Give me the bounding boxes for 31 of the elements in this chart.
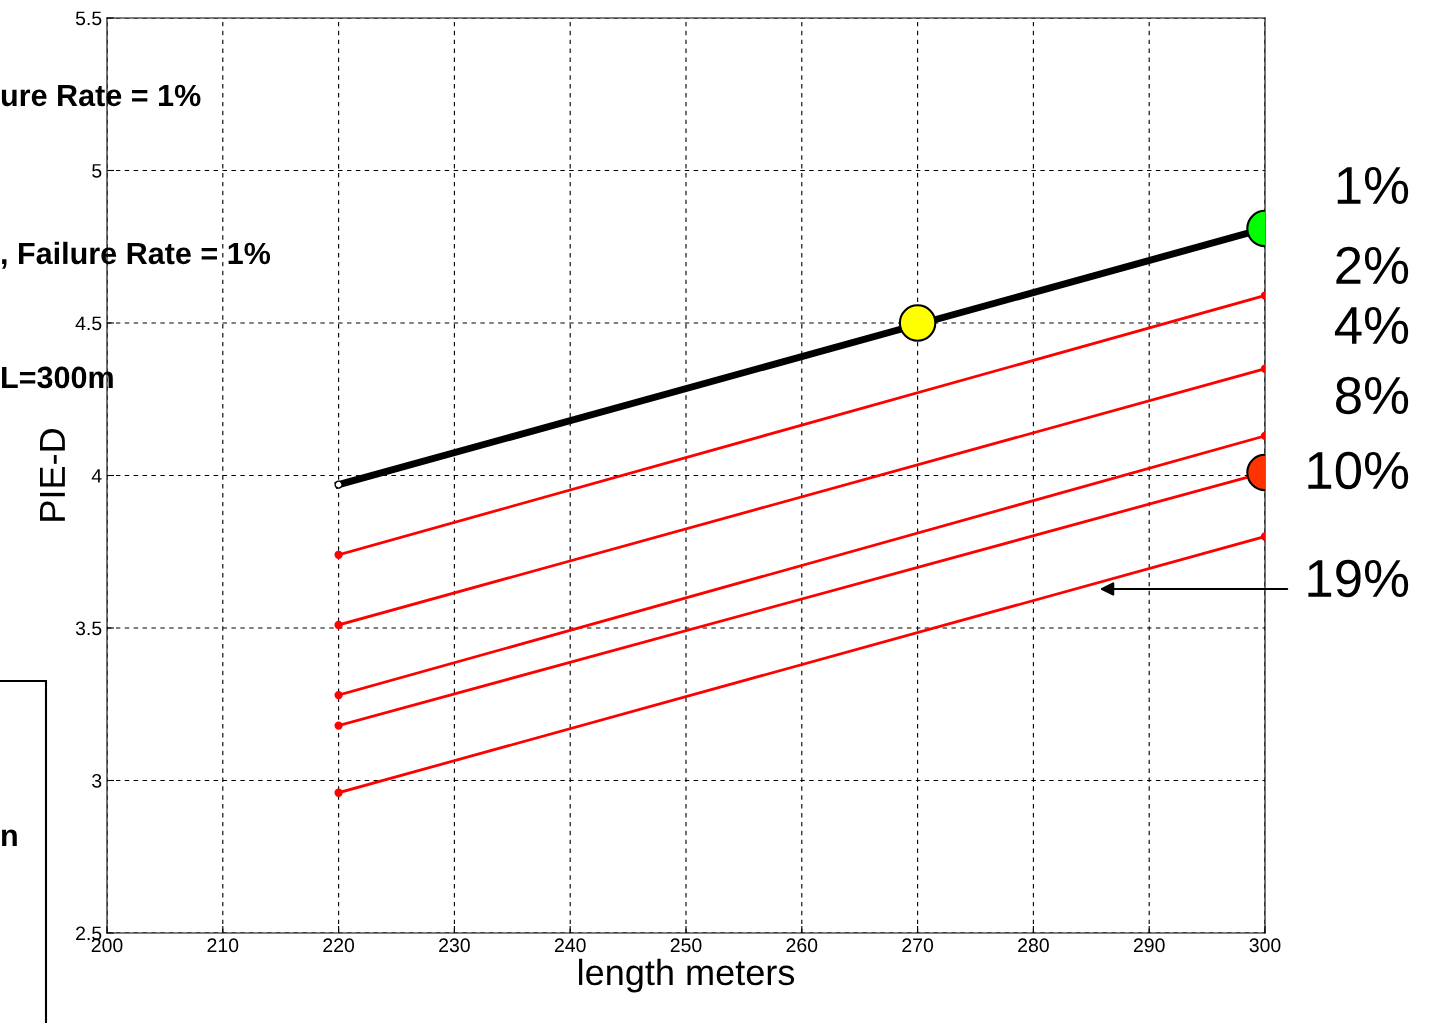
y-tick-label: 3.5 <box>75 621 102 636</box>
y-tick-label: 3 <box>92 773 102 788</box>
point <box>334 480 343 489</box>
text: n <box>2 829 17 846</box>
point <box>334 690 343 700</box>
y-tick-label: 5.5 <box>75 11 102 26</box>
x-tick-label: 220 <box>323 938 355 953</box>
y-axis-title: PIE-D <box>40 429 65 521</box>
text: 1% <box>1337 167 1409 204</box>
point <box>334 721 343 730</box>
point <box>334 550 343 559</box>
y-tick-label: 4 <box>91 469 102 483</box>
x-tick-label: 230 <box>439 938 470 953</box>
x-tick-label: 300 <box>1249 938 1281 953</box>
x-tick-label: 260 <box>786 938 818 953</box>
y-tick-label: 4.5 <box>75 316 102 331</box>
x-tick-label: 210 <box>207 938 239 953</box>
x-tick-label: 240 <box>554 938 586 953</box>
x-tick-label: 280 <box>1018 938 1049 953</box>
text: 19% <box>1308 559 1409 598</box>
text: 4% <box>1334 307 1409 344</box>
y-tick-label: 5 <box>92 164 102 178</box>
text: 10% <box>1308 451 1409 490</box>
text: 8% <box>1336 376 1409 415</box>
x-tick-label: 270 <box>902 938 934 953</box>
x-axis-title: length meters <box>579 958 795 993</box>
x-tick-label: 290 <box>1133 938 1165 953</box>
text: 2% <box>1336 246 1409 284</box>
point <box>334 788 343 797</box>
point <box>334 620 343 630</box>
x-tick-label: 250 <box>670 938 702 953</box>
